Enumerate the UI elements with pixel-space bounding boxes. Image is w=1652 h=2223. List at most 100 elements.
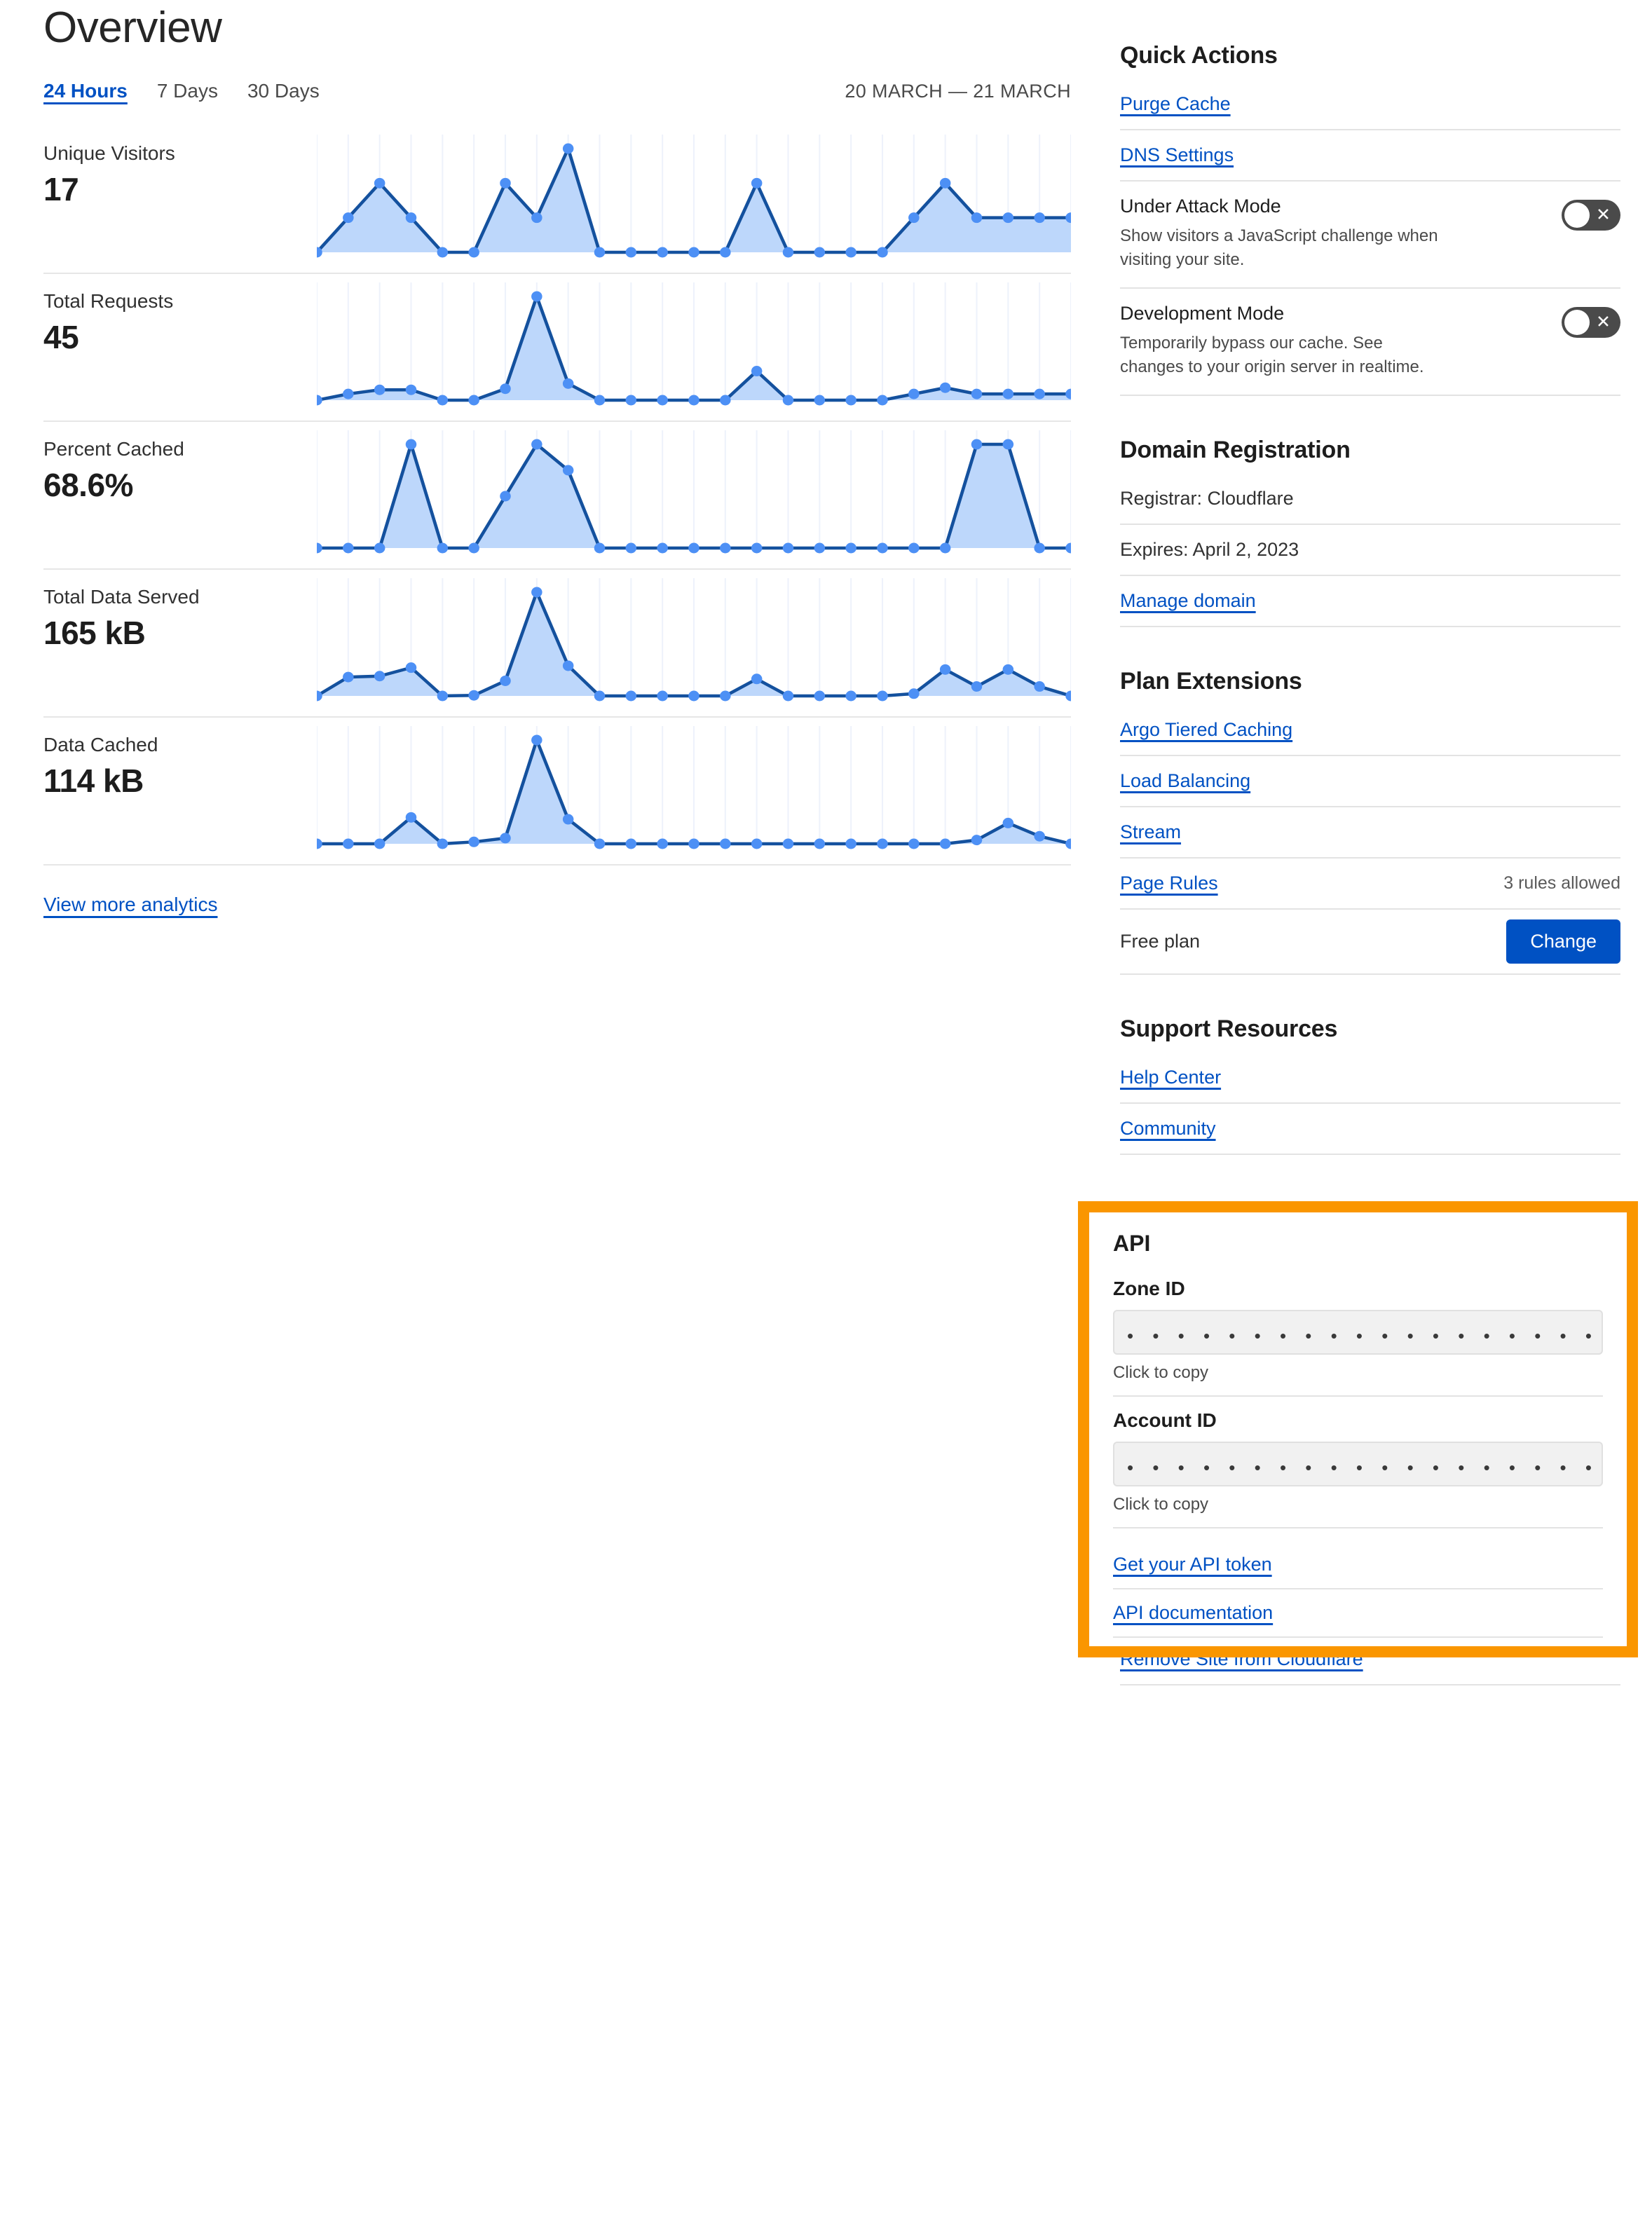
metric-row-unique-visitors: Unique Visitors 17 <box>43 126 1071 275</box>
sidebar-column: Quick Actions Purge Cache DNS Settings U… <box>1078 42 1638 1686</box>
sparkline-total-data-served <box>317 570 1071 710</box>
row-purge-cache[interactable]: Purge Cache <box>1120 79 1620 130</box>
page-rules-link[interactable]: Page Rules <box>1120 873 1218 894</box>
metric-info: Percent Cached 68.6% <box>43 422 317 503</box>
row-help-center[interactable]: Help Center <box>1120 1053 1620 1104</box>
close-icon: ✕ <box>1596 205 1611 225</box>
account-id-field[interactable]: • • • • • • • • • • • • • • • • • • • • … <box>1113 1442 1603 1487</box>
row-development-mode: Development Mode Temporarily bypass our … <box>1120 289 1620 397</box>
under-attack-mode-description: Show visitors a JavaScript challenge whe… <box>1120 226 1438 270</box>
toggle-text: Under Attack Mode Show visitors a JavaSc… <box>1120 196 1562 272</box>
api-documentation-link[interactable]: API documentation <box>1113 1602 1274 1624</box>
close-icon: ✕ <box>1596 312 1611 332</box>
row-argo-tiered-caching[interactable]: Argo Tiered Caching <box>1120 705 1620 757</box>
row-under-attack-mode: Under Attack Mode Show visitors a JavaSc… <box>1120 182 1620 289</box>
date-range-label: 20 MARCH — 21 MARCH <box>845 81 1071 102</box>
row-api-documentation[interactable]: API documentation <box>1113 1589 1603 1639</box>
tab-24-hours[interactable]: 24 Hours <box>43 80 128 102</box>
metric-row-total-data-served: Total Data Served 165 kB <box>43 570 1071 718</box>
sparkline-area <box>317 444 1071 549</box>
development-mode-description: Temporarily bypass our cache. See change… <box>1120 334 1424 377</box>
metric-row-percent-cached: Percent Cached 68.6% <box>43 422 1071 570</box>
metric-info: Data Cached 114 kB <box>43 718 317 799</box>
account-id-copy-hint: Click to copy <box>1113 1486 1603 1529</box>
row-community[interactable]: Community <box>1120 1104 1620 1156</box>
view-more-wrapper: View more analytics <box>43 866 1071 916</box>
account-id-masked-value: • • • • • • • • • • • • • • • • • • • • … <box>1127 1457 1602 1479</box>
row-expires: Expires: April 2, 2023 <box>1120 525 1620 577</box>
panel-quick-actions: Quick Actions Purge Cache DNS Settings U… <box>1120 42 1620 397</box>
stream-link[interactable]: Stream <box>1120 821 1182 843</box>
development-mode-toggle[interactable]: ✕ <box>1562 307 1620 338</box>
manage-domain-link[interactable]: Manage domain <box>1120 590 1256 612</box>
expires-value: Expires: April 2, 2023 <box>1120 539 1299 561</box>
tab-7-days[interactable]: 7 Days <box>156 80 218 102</box>
zone-id-masked-value: • • • • • • • • • • • • • • • • • • • • … <box>1127 1325 1602 1347</box>
toggle-knob <box>1564 310 1590 336</box>
support-resources-heading: Support Resources <box>1120 1015 1338 1043</box>
tab-30-days[interactable]: 30 Days <box>247 80 320 102</box>
metric-label: Total Data Served <box>43 586 200 608</box>
development-mode-title: Development Mode <box>1120 303 1285 324</box>
metric-label: Data Cached <box>43 734 158 756</box>
sparkline-unique-visitors <box>317 126 1071 266</box>
panel-domain-registration: Domain Registration Registrar: Cloudflar… <box>1120 437 1620 628</box>
plan-name: Free plan <box>1120 931 1201 952</box>
plan-extensions-heading: Plan Extensions <box>1120 668 1302 695</box>
metric-label: Total Requests <box>43 290 174 313</box>
community-link[interactable]: Community <box>1120 1118 1216 1140</box>
under-attack-mode-title: Under Attack Mode <box>1120 196 1281 217</box>
sparkline-area <box>317 149 1071 253</box>
row-load-balancing[interactable]: Load Balancing <box>1120 756 1620 808</box>
api-heading: API <box>1113 1231 1151 1257</box>
metric-info: Total Data Served 165 kB <box>43 570 317 651</box>
argo-tiered-caching-link[interactable]: Argo Tiered Caching <box>1120 719 1293 741</box>
row-dns-settings[interactable]: DNS Settings <box>1120 130 1620 182</box>
analytics-column: Overview 24 Hours 7 Days 30 Days 20 MARC… <box>43 0 1071 916</box>
row-plan: Free plan Change <box>1120 910 1620 976</box>
row-page-rules[interactable]: Page Rules 3 rules allowed <box>1120 859 1620 910</box>
under-attack-mode-toggle[interactable]: ✕ <box>1562 200 1620 231</box>
account-id-label: Account ID <box>1113 1409 1217 1432</box>
row-stream[interactable]: Stream <box>1120 807 1620 859</box>
toggle-text: Development Mode Temporarily bypass our … <box>1120 303 1562 379</box>
sparkline-data-cached <box>317 718 1071 858</box>
metric-row-total-requests: Total Requests 45 <box>43 274 1071 423</box>
row-registrar: Registrar: Cloudflare <box>1120 474 1620 526</box>
sparkline-area <box>317 592 1071 697</box>
registrar-value: Registrar: Cloudflare <box>1120 488 1294 509</box>
view-more-analytics-link[interactable]: View more analytics <box>43 894 218 916</box>
metric-value: 68.6% <box>43 466 133 503</box>
load-balancing-link[interactable]: Load Balancing <box>1120 770 1251 792</box>
metric-value: 114 kB <box>43 762 144 799</box>
help-center-link[interactable]: Help Center <box>1120 1067 1222 1088</box>
row-api-token[interactable]: Get your API token <box>1113 1541 1603 1590</box>
get-api-token-link[interactable]: Get your API token <box>1113 1554 1272 1575</box>
sparkline-svg <box>317 578 1071 702</box>
sparkline-svg <box>317 726 1071 849</box>
quick-actions-heading: Quick Actions <box>1120 42 1278 69</box>
zone-id-field[interactable]: • • • • • • • • • • • • • • • • • • • • … <box>1113 1310 1603 1355</box>
zone-id-block: Zone ID • • • • • • • • • • • • • • • • … <box>1113 1278 1603 1397</box>
api-highlight-box: API Zone ID • • • • • • • • • • • • • • … <box>1078 1201 1638 1658</box>
metric-value: 165 kB <box>43 614 146 651</box>
sparkline-total-requests <box>317 274 1071 414</box>
sparkline-svg <box>317 430 1071 554</box>
metric-info: Total Requests 45 <box>43 274 317 355</box>
sparkline-percent-cached <box>317 422 1071 562</box>
account-id-block: Account ID • • • • • • • • • • • • • • •… <box>1113 1409 1603 1529</box>
metric-label: Unique Visitors <box>43 142 175 165</box>
metric-value: 17 <box>43 170 79 207</box>
sparkline-svg <box>317 282 1071 406</box>
panel-support-resources: Support Resources Help Center Community <box>1120 1015 1620 1156</box>
dns-settings-link[interactable]: DNS Settings <box>1120 144 1234 165</box>
panel-api-spacer: API Zone ID • • • • • • • • • • • • • • … <box>1078 1201 1638 1658</box>
page-title: Overview <box>43 4 222 52</box>
change-plan-button[interactable]: Change <box>1506 919 1620 964</box>
toggle-knob <box>1564 203 1590 228</box>
row-manage-domain[interactable]: Manage domain <box>1120 576 1620 628</box>
purge-cache-link[interactable]: Purge Cache <box>1120 93 1231 114</box>
metric-row-data-cached: Data Cached 114 kB <box>43 718 1071 866</box>
domain-registration-heading: Domain Registration <box>1120 437 1351 464</box>
